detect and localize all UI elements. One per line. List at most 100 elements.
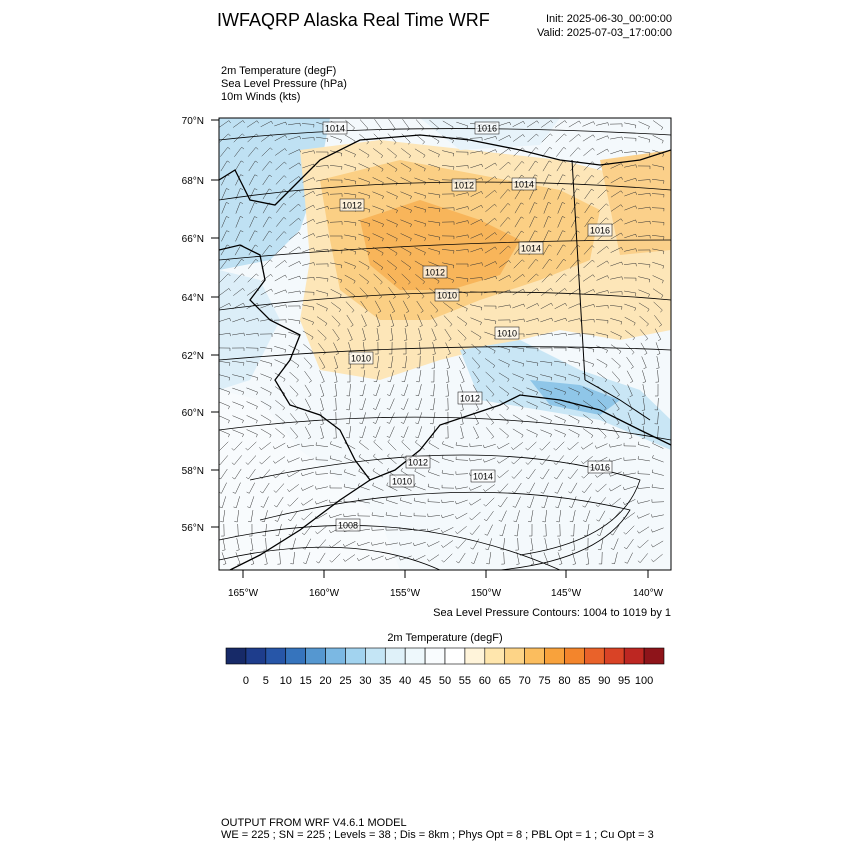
wind-barb — [540, 302, 553, 310]
wind-barb — [624, 316, 636, 326]
wind-barb — [329, 221, 343, 225]
wind-barb — [554, 332, 567, 337]
wind-barb — [651, 553, 663, 563]
wind-barb — [315, 525, 327, 535]
wind-barb — [444, 328, 452, 341]
wind-barb — [220, 160, 230, 172]
wind-barb — [346, 398, 352, 411]
wind-barb — [638, 263, 651, 268]
wind-barb — [557, 174, 566, 186]
wind-barb — [499, 427, 509, 439]
wind-barb — [651, 540, 664, 548]
wind-barb — [288, 149, 301, 155]
wind-barb — [289, 203, 301, 213]
wind-barb — [441, 235, 455, 240]
wind-barb — [568, 414, 580, 424]
wind-barb — [387, 133, 397, 145]
footer-line: OUTPUT FROM WRF V4.6.1 MODEL — [221, 817, 407, 829]
wind-barb — [511, 455, 523, 465]
wind-barb — [469, 457, 482, 462]
colorbar-label: 45 — [419, 675, 431, 687]
wind-barb — [568, 318, 581, 322]
wind-barb — [555, 273, 567, 283]
wind-barb — [233, 496, 240, 509]
wind-barb — [273, 319, 287, 323]
wind-barb — [611, 371, 621, 383]
wind-barb — [428, 149, 440, 158]
colorbar-label: 65 — [499, 675, 511, 687]
wind-barb — [597, 538, 604, 551]
wind-barb — [456, 316, 468, 327]
wind-barb — [413, 512, 427, 517]
wind-barb — [623, 499, 636, 505]
wind-barb — [219, 273, 231, 283]
wind-barb — [596, 510, 606, 522]
wind-barb — [638, 121, 650, 130]
wind-barb — [470, 218, 483, 225]
wind-barb — [513, 161, 525, 171]
colorbar-swatch — [464, 647, 486, 665]
wind-barb — [399, 555, 412, 561]
wind-barb — [637, 539, 649, 549]
wind-barb — [455, 263, 469, 268]
wind-barb — [414, 206, 427, 213]
wind-barb — [246, 120, 259, 128]
wind-barb — [497, 442, 510, 450]
wind-barb — [221, 188, 230, 200]
colorbar-label: 55 — [459, 675, 471, 687]
wind-barb — [429, 412, 436, 425]
wind-barb — [513, 147, 525, 157]
wind-barb — [581, 456, 593, 465]
wind-barb — [470, 552, 479, 564]
wind-barb — [598, 551, 603, 565]
colorbar-swatch — [444, 647, 466, 665]
wind-barb — [273, 483, 285, 493]
wind-barb — [330, 289, 342, 298]
wind-barb — [527, 147, 539, 157]
wind-barb — [582, 373, 594, 382]
wind-barb — [315, 151, 329, 156]
wind-barb — [359, 133, 369, 145]
wind-barb — [249, 202, 258, 214]
wind-barb — [245, 455, 257, 465]
wind-barb — [315, 456, 329, 461]
wind-barb — [333, 342, 339, 355]
wind-barb — [333, 425, 337, 439]
wind-barb — [428, 220, 441, 226]
wind-barb — [232, 120, 245, 128]
wind-barb — [597, 427, 607, 439]
wind-barb — [485, 385, 495, 397]
wind-barb — [540, 468, 550, 480]
wind-barb — [304, 398, 312, 411]
wind-barb — [273, 442, 286, 450]
wind-barb — [315, 471, 329, 475]
wind-barb — [442, 150, 455, 157]
wind-barb — [345, 301, 355, 313]
wind-barb — [512, 288, 525, 296]
wind-barb — [526, 482, 536, 494]
wind-barb — [470, 262, 483, 266]
wind-barb — [556, 244, 566, 256]
wind-barb — [345, 119, 355, 131]
wind-barb — [431, 356, 435, 369]
wind-barb — [301, 485, 314, 491]
wind-barb — [344, 192, 357, 198]
wind-barb — [414, 247, 426, 256]
wind-barb — [331, 315, 341, 327]
wind-barb — [610, 331, 622, 340]
colorbar-label: 40 — [399, 675, 411, 687]
wind-barb — [235, 188, 244, 200]
wind-barb — [359, 274, 370, 285]
wind-barb — [430, 314, 438, 327]
contour-label: 1010 — [437, 291, 457, 301]
wind-barb — [582, 304, 595, 308]
wind-barb — [301, 511, 313, 521]
contour-label-box — [494, 326, 520, 340]
wind-barb — [316, 178, 329, 182]
wind-barb — [260, 120, 273, 128]
wind-barb — [430, 426, 436, 439]
wind-barb — [640, 342, 648, 355]
wind-barb — [399, 542, 412, 546]
wind-barb — [427, 554, 440, 562]
contour-label-box — [335, 518, 361, 532]
